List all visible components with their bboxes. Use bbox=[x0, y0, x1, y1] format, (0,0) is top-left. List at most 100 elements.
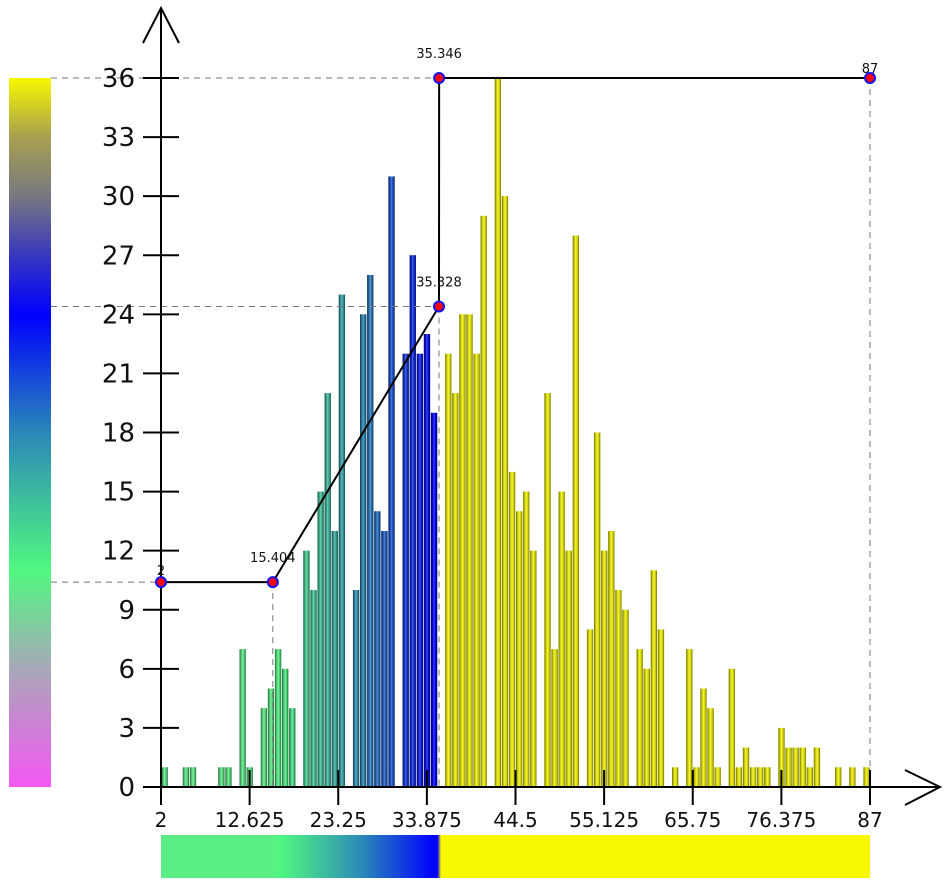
histogram-bar-shading bbox=[189, 767, 197, 787]
control-point-label: 2 bbox=[157, 564, 165, 579]
y-tick-label: 24 bbox=[102, 300, 135, 330]
histogram-bar-shading bbox=[416, 353, 424, 787]
histogram-bar-shading bbox=[466, 314, 473, 787]
histogram-bar-shading bbox=[501, 196, 509, 787]
histogram-bar-shading bbox=[714, 767, 721, 787]
histogram-bar-shading bbox=[778, 727, 785, 787]
histogram-bar-shading bbox=[813, 747, 821, 787]
y-tick-label: 9 bbox=[118, 596, 135, 626]
histogram-bar-shading bbox=[367, 274, 374, 787]
histogram-bar-shading bbox=[402, 353, 409, 787]
y-tick-label: 36 bbox=[102, 64, 135, 94]
histogram-bar-shading bbox=[445, 353, 452, 787]
histogram-bar-shading bbox=[381, 530, 388, 787]
histogram-bar-shading bbox=[742, 747, 750, 787]
histogram-bar-shading bbox=[622, 609, 629, 787]
histogram-bar-shading bbox=[452, 393, 459, 787]
histogram-bar-shading bbox=[274, 649, 282, 787]
y-tick-label: 30 bbox=[102, 182, 135, 212]
histogram-bar-shading bbox=[615, 590, 622, 787]
x-tick-label: 23.25 bbox=[310, 808, 367, 832]
histogram-bar-shading bbox=[558, 491, 565, 787]
x-axis-arrow-icon bbox=[904, 769, 943, 806]
control-point-label: 87 bbox=[862, 62, 879, 77]
transfer-function-line bbox=[161, 77, 870, 584]
histogram-bar-shading bbox=[310, 590, 317, 787]
x-tick-label: 2 bbox=[155, 808, 168, 832]
histogram-bar-shading bbox=[565, 550, 572, 787]
histogram-bar-shading bbox=[735, 767, 743, 787]
transfer-function-color-strip bbox=[161, 835, 870, 878]
histogram-bar-shading bbox=[608, 530, 615, 787]
histogram-bar-shading bbox=[551, 649, 558, 787]
control-point-label: 35.328 bbox=[416, 275, 462, 290]
histogram-bar-shading bbox=[338, 294, 346, 787]
histogram-bars bbox=[161, 78, 870, 788]
histogram-bar-shading bbox=[161, 767, 168, 787]
histogram-bar-shading bbox=[374, 511, 381, 787]
histogram-bar-shading bbox=[303, 550, 310, 787]
transfer-function-control-point[interactable] bbox=[266, 576, 279, 589]
histogram-bar-shading bbox=[757, 767, 764, 787]
histogram-bar-shading bbox=[317, 491, 324, 787]
y-tick-label: 18 bbox=[102, 419, 135, 449]
y-tick-label: 21 bbox=[102, 359, 135, 389]
histogram-bar-shading bbox=[849, 767, 856, 787]
histogram-bar-shading bbox=[289, 708, 296, 787]
histogram-bar-shading bbox=[480, 215, 487, 788]
x-tick-label: 76.375 bbox=[746, 808, 816, 832]
y-tick-label: 3 bbox=[118, 714, 135, 744]
histogram-bar-shading bbox=[388, 176, 395, 787]
histogram-bar-shading bbox=[863, 767, 870, 787]
histogram-bar-shading bbox=[523, 491, 530, 787]
histogram-bar-shading bbox=[508, 471, 516, 787]
x-tick-label: 65.75 bbox=[664, 808, 721, 832]
histogram-bar-shading bbox=[700, 688, 707, 787]
histogram-bar-shading bbox=[267, 688, 275, 787]
histogram-bar-shading bbox=[636, 649, 643, 787]
histogram-bar-shading bbox=[671, 767, 679, 787]
transfer-function-control-point[interactable] bbox=[864, 72, 876, 84]
transfer-function-control-point[interactable] bbox=[432, 300, 445, 313]
y-tick-label: 6 bbox=[118, 655, 135, 685]
histogram-bar-shading bbox=[835, 767, 842, 787]
histogram-bar-shading bbox=[430, 412, 438, 787]
x-tick-label: 44.5 bbox=[493, 808, 538, 832]
y-tick-label: 0 bbox=[118, 773, 135, 803]
x-tick-label: 33.875 bbox=[392, 808, 462, 832]
histogram-bar-shading bbox=[473, 353, 480, 787]
histogram-bar-shading bbox=[572, 235, 580, 788]
histogram-bar-shading bbox=[657, 629, 665, 787]
histogram-bar-shading bbox=[182, 767, 190, 787]
histogram-bar-shading bbox=[260, 708, 268, 787]
histogram-bar-shading bbox=[331, 530, 338, 787]
histogram-bar-shading bbox=[516, 511, 523, 787]
histogram-bar-shading bbox=[799, 747, 806, 787]
histogram-bar-shading bbox=[785, 747, 792, 787]
histogram-bar-shading bbox=[239, 649, 246, 787]
histogram-bar-shading bbox=[218, 767, 225, 787]
x-tick-label: 87 bbox=[857, 808, 882, 832]
histogram-bar-shading bbox=[530, 550, 537, 787]
control-point-label: 35.346 bbox=[416, 47, 462, 62]
histogram-bar-shading bbox=[282, 668, 289, 787]
control-point-label: 15.404 bbox=[250, 551, 296, 566]
histogram-bar-shading bbox=[459, 314, 466, 787]
histogram-bar-shading bbox=[360, 314, 367, 787]
histogram-bar-shading bbox=[693, 767, 700, 787]
transfer-function-control-point[interactable] bbox=[433, 72, 446, 84]
histogram-bar-shading bbox=[764, 767, 771, 787]
transfer-function-control-point[interactable] bbox=[155, 576, 167, 589]
x-tick-label: 12.625 bbox=[215, 808, 285, 832]
histogram-bar-shading bbox=[593, 432, 601, 787]
histogram-bar-shading bbox=[352, 590, 360, 787]
histogram-bar-shading bbox=[225, 767, 232, 787]
histogram-bar-shading bbox=[749, 767, 757, 787]
histogram-bar-shading bbox=[423, 334, 431, 787]
histogram-bar-shading bbox=[686, 649, 693, 787]
histogram-bar-shading bbox=[544, 393, 551, 787]
y-tick-label: 12 bbox=[102, 537, 135, 567]
histogram-bar-shading bbox=[650, 570, 657, 787]
y-axis-arrow-icon bbox=[142, 5, 180, 44]
histogram-bar-shading bbox=[728, 668, 735, 787]
